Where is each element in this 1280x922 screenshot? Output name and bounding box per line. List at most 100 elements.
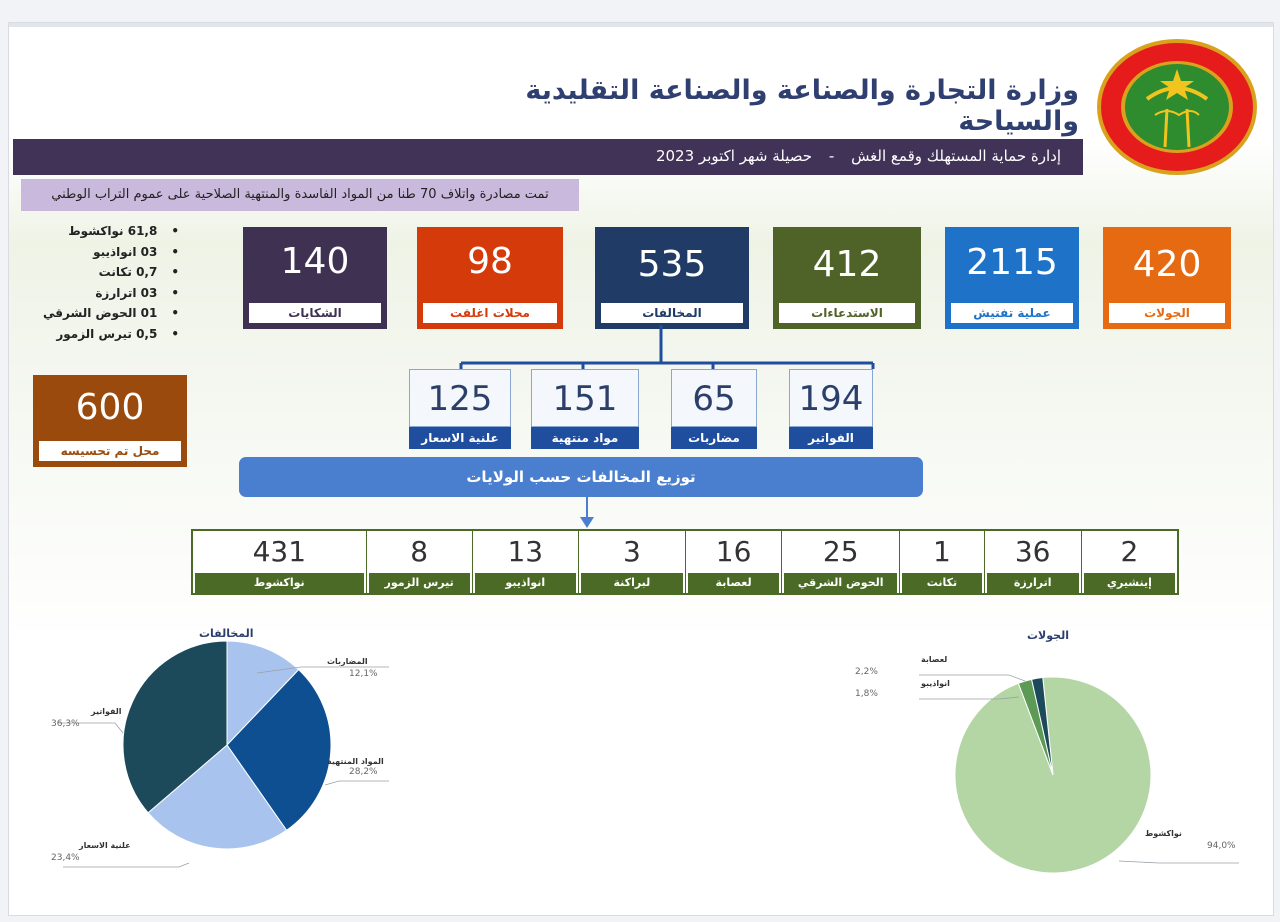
stat-violations: 535 المخالفات	[595, 227, 749, 329]
region-cell: 36 اترارزة	[983, 531, 1081, 593]
seizure-item: 0,7 تكانت	[29, 262, 179, 283]
stat-label: الجولات	[1109, 303, 1225, 323]
region-label: انواذيبو	[474, 573, 576, 593]
band-separator: -	[828, 147, 835, 165]
region-cell: 3 لبراكنة	[577, 531, 685, 593]
seizure-item: 61,8 نواكشوط	[29, 221, 179, 242]
region-label: الحوض الشرقي	[784, 573, 898, 593]
leader-line	[919, 696, 1020, 700]
pie2-pct: 94,0%	[1207, 841, 1236, 851]
stat-value: 535	[637, 244, 707, 285]
region-cell: 25 الحوض الشرقي	[781, 531, 900, 593]
region-label: تيرس الزمور	[368, 573, 470, 593]
stat-label: الشكايات	[249, 303, 381, 323]
leader-line	[919, 674, 1026, 682]
region-value: 16	[685, 531, 782, 573]
violation-invoices: 194 الفواتير	[789, 369, 873, 449]
violation-value: 125	[409, 369, 511, 427]
region-label: إينشيري	[1083, 573, 1175, 593]
region-value: 36	[984, 531, 1081, 573]
leader-line	[256, 666, 389, 674]
stat-value: 98	[467, 241, 513, 282]
region-value: 8	[366, 531, 472, 573]
stat-value: 420	[1132, 244, 1202, 285]
region-value: 25	[782, 531, 900, 573]
pie2-label: نواكشوط	[1145, 829, 1182, 838]
pie2-label: انواذيبو	[921, 679, 950, 688]
tours-chart-title: الجولات	[1027, 629, 1069, 642]
seizure-list: 61,8 نواكشوط 03 انواذيبو 0,7 تكانت 03 ات…	[29, 221, 179, 344]
pie-slice	[147, 744, 288, 850]
stat-label: الاستدعاءات	[779, 303, 915, 323]
ministry-title: وزارة التجارة والصناعة والصناعة التقليدي…	[525, 75, 1079, 137]
stat-shops-closed: 98 محلات اغلقت	[417, 227, 563, 329]
stat-label: المخالفات	[601, 303, 743, 323]
pie1-pct: 23,4%	[51, 853, 80, 863]
pie2-label: لعصابة	[921, 655, 948, 664]
region-label: تكانت	[902, 573, 982, 593]
stat-value: 412	[812, 244, 882, 285]
stat-inspections: 2115 عملية تفتيش	[945, 227, 1079, 329]
region-cell: 16 لعصابة	[684, 531, 782, 593]
national-seal-icon	[1097, 39, 1257, 175]
top-rule	[9, 23, 1273, 27]
connector-lines	[459, 325, 875, 528]
department-name: إدارة حماية المستهلك وقمع الغش	[851, 147, 1061, 165]
seizure-item: 01 الحوض الشرقي	[29, 303, 179, 324]
pie1-label: المواد المنتهية	[327, 757, 384, 766]
pie-slice	[1031, 676, 1054, 776]
header-band: إدارة حماية المستهلك وقمع الغش - حصيلة ش…	[13, 139, 1083, 175]
violation-price-display: 125 علنية الاسعار	[409, 369, 511, 449]
pie1-pct: 36,3%	[51, 719, 80, 729]
pie2-pct: 1,8%	[855, 689, 878, 699]
region-label: لبراكنة	[580, 573, 683, 593]
region-cell: 1 تكانت	[899, 531, 984, 593]
stat-label: عملية تفتيش	[951, 303, 1073, 323]
region-label: لعصابة	[687, 573, 780, 593]
distribution-title: توزيع المخالفات حسب الولايات	[239, 457, 923, 497]
seizure-item: 03 انواذيبو	[29, 242, 179, 263]
stat-label: محل تم تحسيسه	[39, 441, 181, 461]
pie-slice	[226, 668, 332, 831]
leader-line	[63, 862, 190, 868]
region-value: 1	[900, 531, 984, 573]
violation-value: 194	[789, 369, 873, 427]
pie-slice	[122, 640, 228, 814]
violation-value: 65	[671, 369, 757, 427]
violations-pie-chart	[59, 640, 389, 868]
leader-line	[59, 722, 124, 734]
leader-line	[1118, 860, 1239, 864]
stat-label: محلات اغلقت	[423, 303, 557, 323]
region-cell: 431 نواكشوط	[193, 531, 366, 593]
stat-tours: 420 الجولات	[1103, 227, 1231, 329]
violation-label: علنية الاسعار	[409, 427, 511, 449]
violation-label: الفواتير	[789, 427, 873, 449]
violation-speculation: 65 مضاربات	[671, 369, 757, 449]
pie2-pct: 2,2%	[855, 667, 878, 677]
region-value: 431	[193, 531, 366, 573]
violations-chart-title: المخالفات	[199, 627, 254, 640]
stat-value: 2115	[966, 242, 1058, 283]
region-cell: 8 تيرس الزمور	[365, 531, 472, 593]
pie1-label: علنية الاسعار	[79, 841, 131, 850]
regions-table: 2 إينشيري 36 اترارزة 1 تكانت 25 الحوض ال…	[191, 529, 1179, 595]
stat-value: 140	[280, 241, 350, 282]
region-value: 13	[472, 531, 578, 573]
region-label: نواكشوط	[195, 573, 364, 593]
tours-pie-chart	[919, 674, 1239, 874]
region-value: 2	[1081, 531, 1177, 573]
violation-label: مواد منتهية	[531, 427, 639, 449]
stat-sensitized: 600 محل تم تحسيسه	[33, 375, 187, 467]
region-value: 3	[578, 531, 685, 573]
pie1-pct: 12,1%	[349, 669, 378, 679]
report-period: حصيلة شهر اكتوبر 2023	[655, 147, 813, 165]
region-cell: 2 إينشيري	[1080, 531, 1177, 593]
leader-line	[324, 780, 389, 786]
region-label: اترارزة	[986, 573, 1079, 593]
stat-complaints: 140 الشكايات	[243, 227, 387, 329]
violation-value: 151	[531, 369, 639, 427]
seizure-item: 0,5 تيرس الزمور	[29, 324, 179, 345]
seizure-item: 03 اترارزة	[29, 283, 179, 304]
infographic-frame: وزارة التجارة والصناعة والصناعة التقليدي…	[8, 22, 1274, 916]
stat-value: 600	[75, 387, 145, 428]
